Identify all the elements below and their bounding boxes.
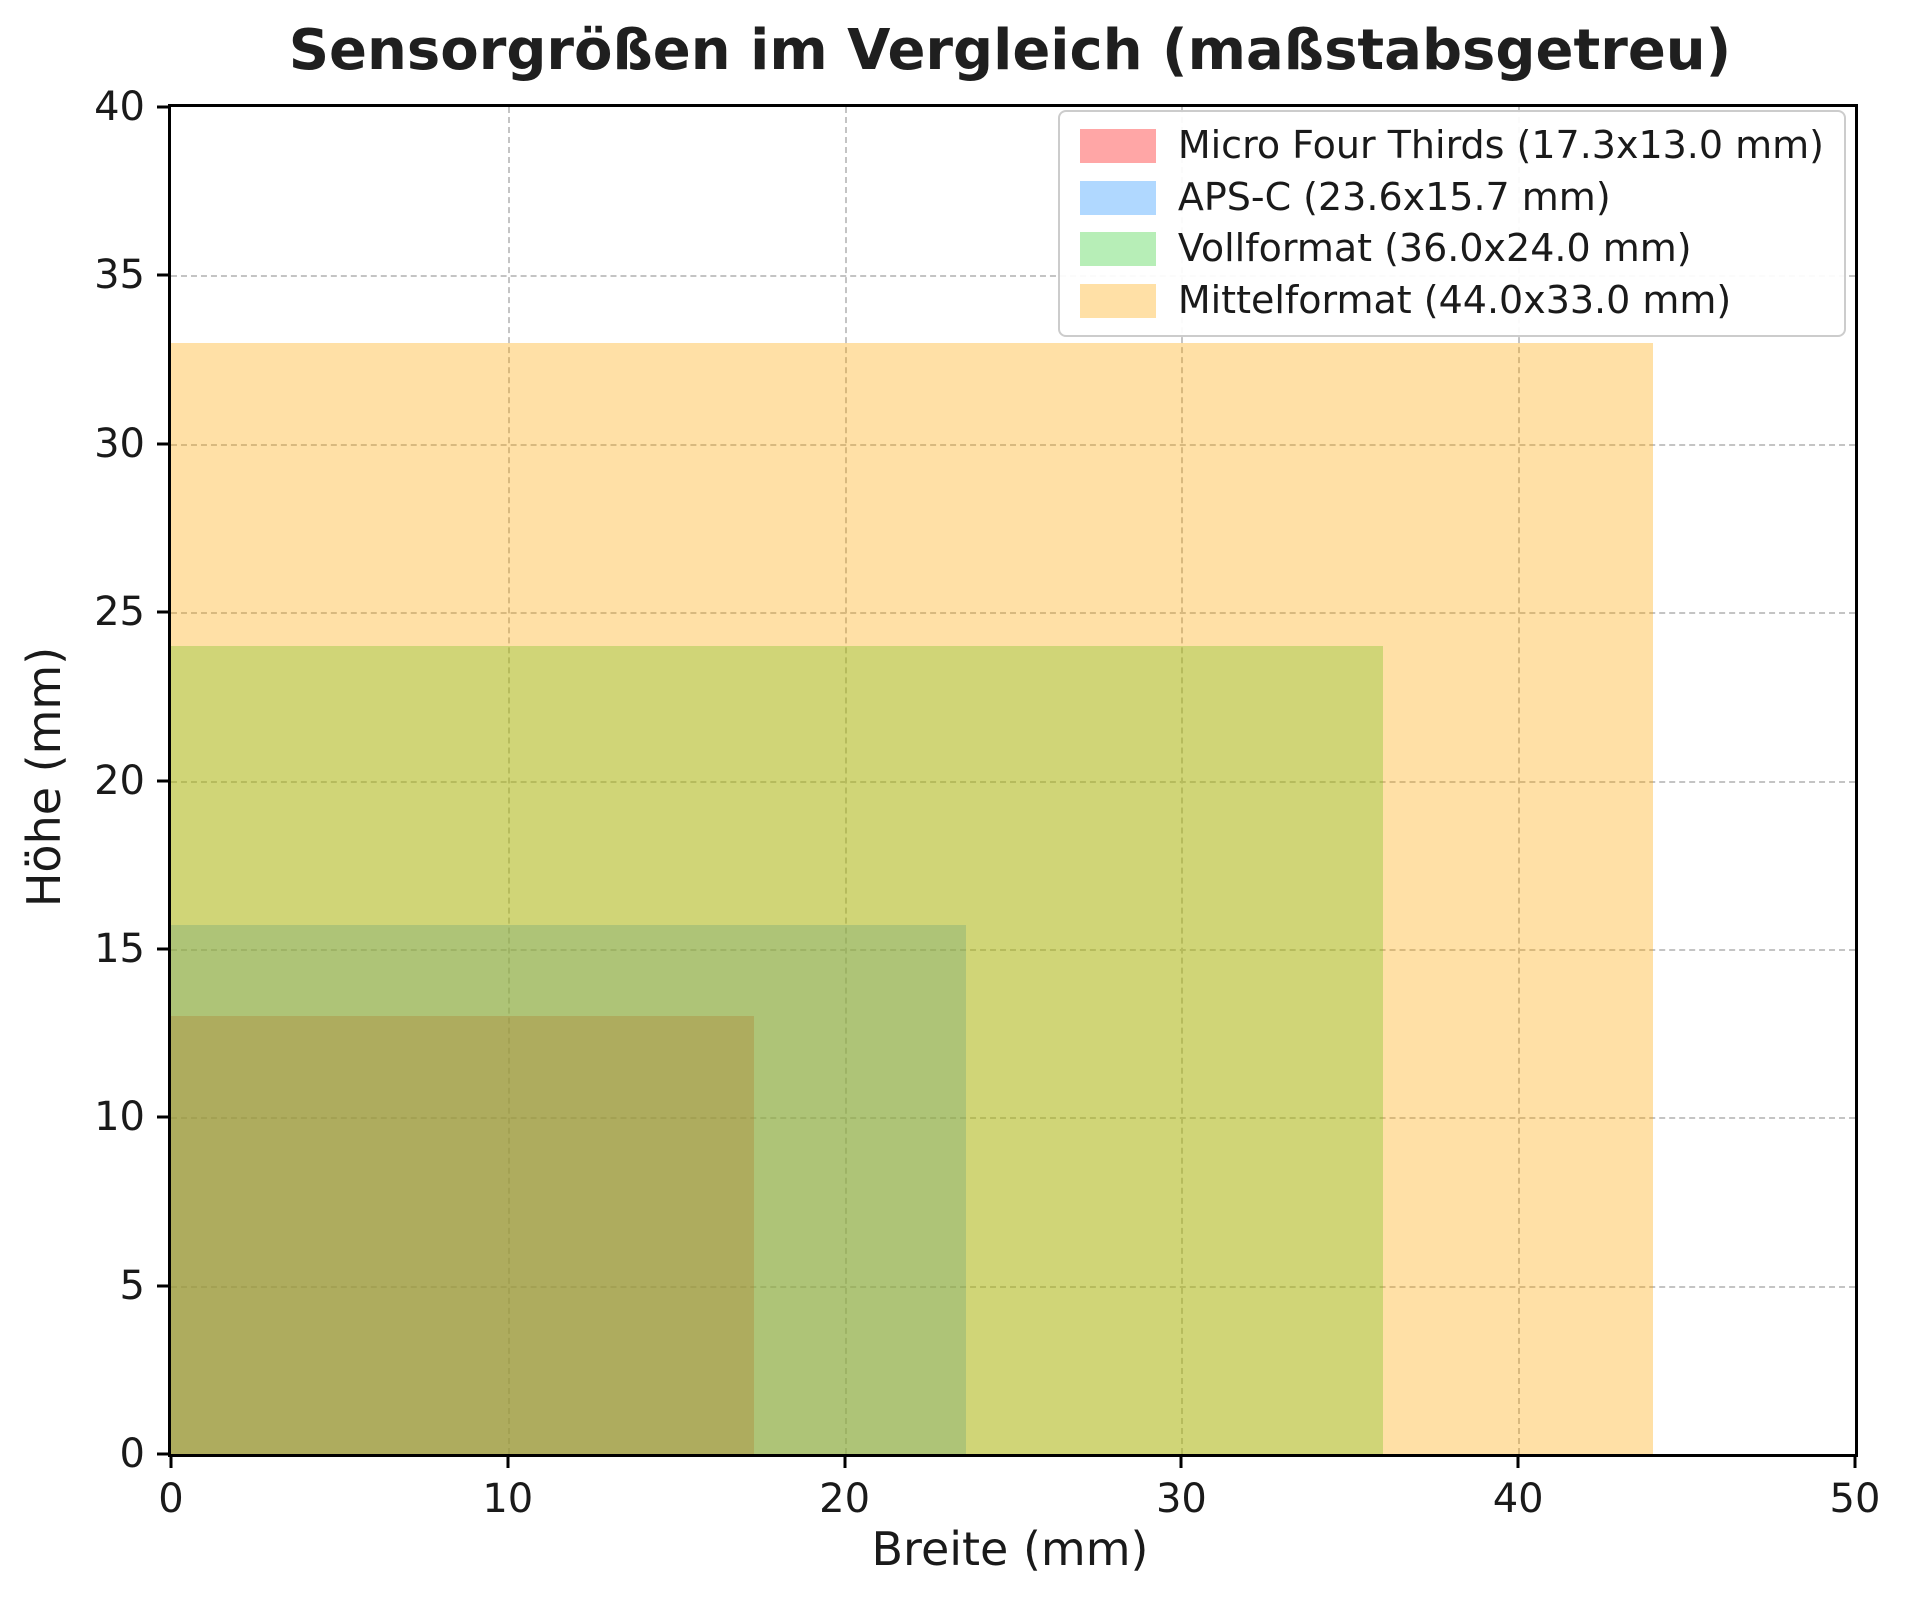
y-tick-label-25: 25 [94,589,145,636]
x-tick-label-0: 0 [158,1476,184,1522]
y-tick-mark-30 [157,442,171,446]
y-tick-label-10: 10 [94,1094,145,1141]
legend-item-mittelformat: Mittelformat (44.0x33.0 mm) [1079,278,1824,323]
sensor-rect-vollformat [171,645,1384,1454]
x-tick-label-50: 50 [1829,1476,1881,1522]
legend-label-vollformat: Vollformat (36.0x24.0 mm) [1177,226,1692,271]
y-tick-label-5: 5 [119,1262,145,1309]
gridline-y-35 [171,275,1855,278]
x-tick-label-10: 10 [482,1476,534,1522]
chart-title: Sensorgrößen im Vergleich (maßstabsgetre… [288,18,1732,83]
legend-label-mittelformat: Mittelformat (44.0x33.0 mm) [1177,278,1732,323]
legend-swatch-vollformat [1079,232,1156,267]
gridline-y-15 [171,948,1855,951]
y-tick-label-0: 0 [119,1431,145,1477]
gridline-y-20 [171,780,1855,783]
gridline-y-10 [171,1117,1855,1120]
x-tick-label-30: 30 [1155,1476,1207,1522]
sensor-rect-micro-four-thirds [171,1016,754,1454]
y-tick-label-15: 15 [94,925,145,972]
sensor-rect-mittelformat [171,342,1653,1454]
x-tick-mark-10 [506,1454,510,1468]
x-axis-label: Breite (mm) [871,1522,1149,1576]
gridline-y-25 [171,612,1855,615]
legend-item-aps-c: APS-C (23.6x15.7 mm) [1079,174,1824,220]
legend-label-aps-c: APS-C (23.6x15.7 mm) [1177,174,1611,219]
legend-item-micro-four-thirds: Micro Four Thirds (17.3x13.0 mm) [1079,123,1824,168]
y-tick-label-30: 30 [94,420,145,467]
y-tick-mark-20 [157,779,171,782]
legend-swatch-micro-four-thirds [1079,128,1156,163]
x-tick-mark-50 [1853,1454,1857,1468]
gridline-y-5 [171,1285,1855,1288]
x-tick-mark-30 [1179,1454,1183,1468]
y-tick-label-20: 20 [94,757,145,804]
x-tick-mark-40 [1516,1454,1520,1468]
legend-swatch-aps-c [1079,180,1156,215]
y-tick-mark-0 [157,1452,171,1456]
y-tick-mark-5 [157,1284,171,1288]
sensor-rect-aps-c [171,925,966,1454]
y-axis-label: Höhe (mm) [17,646,71,908]
x-tick-mark-20 [843,1454,847,1468]
legend-item-vollformat: Vollformat (36.0x24.0 mm) [1079,226,1824,271]
gridline-y-30 [171,443,1855,446]
y-tick-label-40: 40 [94,84,145,130]
y-tick-label-35: 35 [94,252,145,299]
y-tick-mark-40 [157,105,171,109]
legend: Micro Four Thirds (17.3x13.0 mm) APS-C (2… [1057,110,1846,337]
y-tick-mark-10 [157,1115,171,1119]
legend-swatch-mittelformat [1079,283,1156,318]
x-tick-mark-0 [169,1454,173,1468]
y-tick-mark-15 [157,947,171,951]
x-tick-label-20: 20 [819,1476,871,1522]
x-tick-label-40: 40 [1492,1476,1544,1522]
y-tick-mark-35 [157,273,171,277]
legend-label-micro-four-thirds: Micro Four Thirds (17.3x13.0 mm) [1177,123,1824,167]
y-tick-mark-25 [157,610,171,614]
